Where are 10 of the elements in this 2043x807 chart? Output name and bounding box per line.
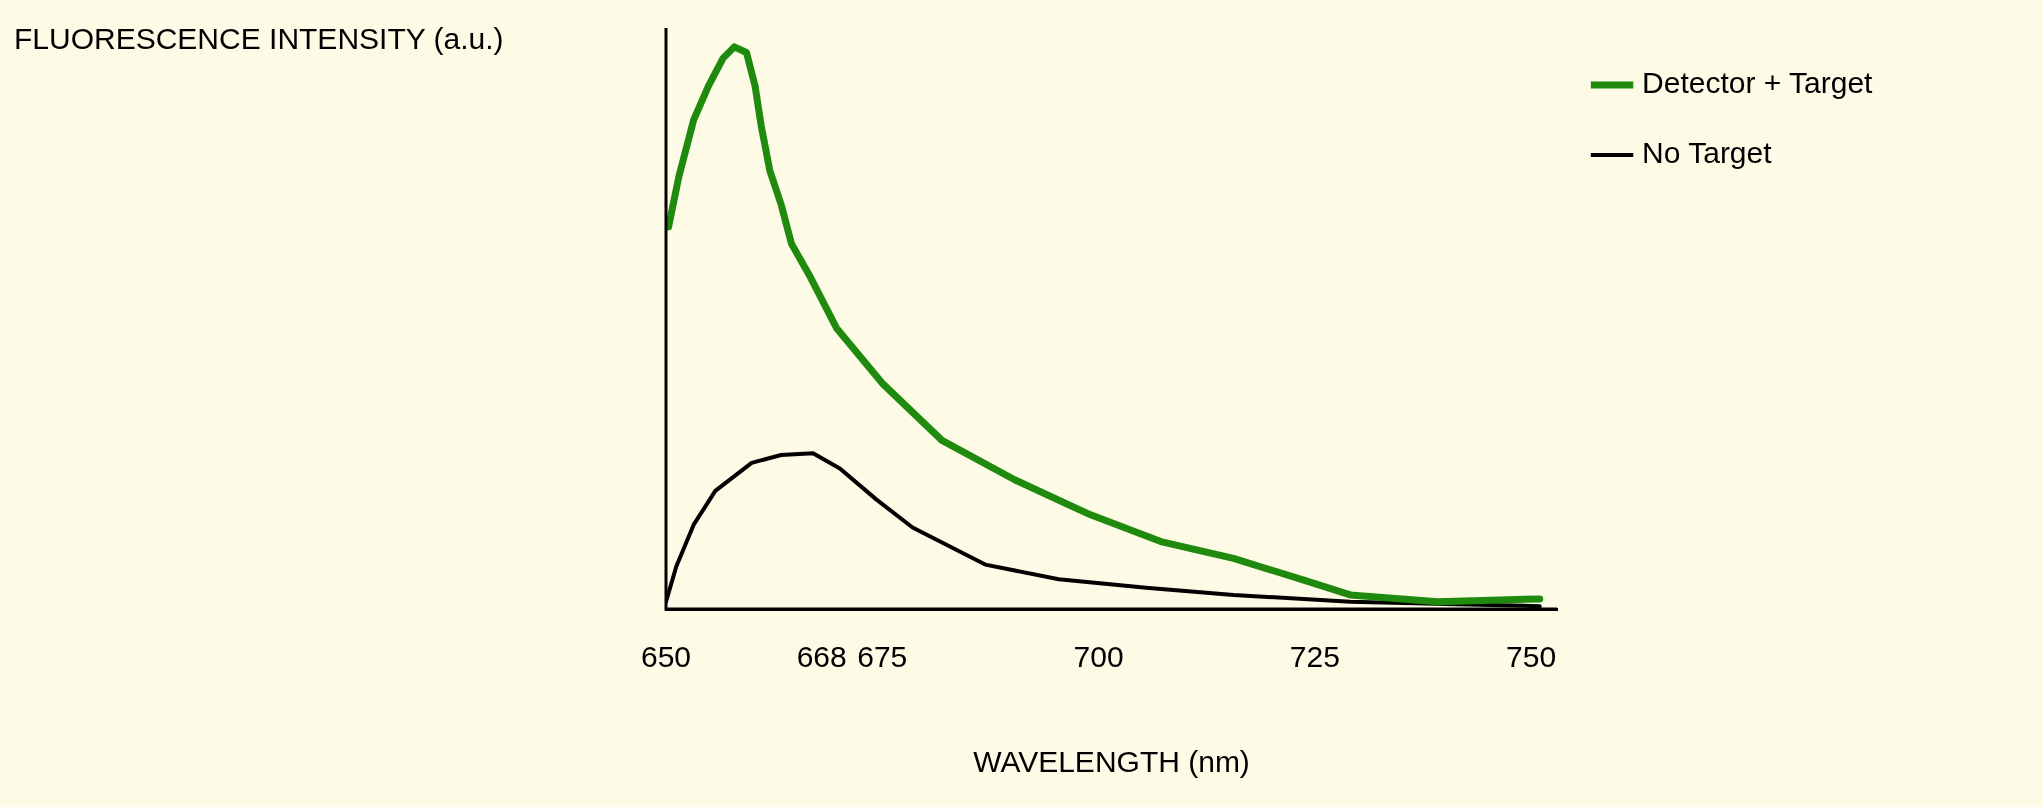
x-tick-label: 750 — [1506, 640, 1557, 674]
x-axis-title: WAVELENGTH (nm) — [973, 745, 1250, 779]
x-tick-label: 700 — [1073, 640, 1124, 674]
x-tick-label: 675 — [857, 640, 908, 674]
x-tick-label: 725 — [1289, 640, 1340, 674]
legend-label: No Target — [1642, 136, 1773, 170]
legend-label: Detector + Target — [1642, 66, 1874, 100]
x-tick-label: 650 — [640, 640, 692, 674]
x-tick-label: 668 — [796, 640, 847, 674]
y-axis-title: FLUORESCENCE INTENSITY (a.u.) — [14, 22, 504, 56]
